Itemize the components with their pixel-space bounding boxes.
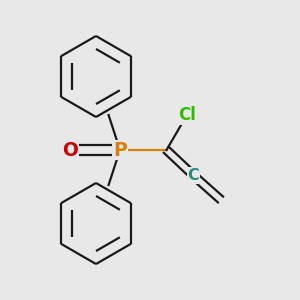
Text: Cl: Cl	[178, 106, 196, 124]
Text: P: P	[113, 140, 127, 160]
Text: O: O	[63, 140, 78, 160]
Text: C: C	[188, 168, 200, 183]
